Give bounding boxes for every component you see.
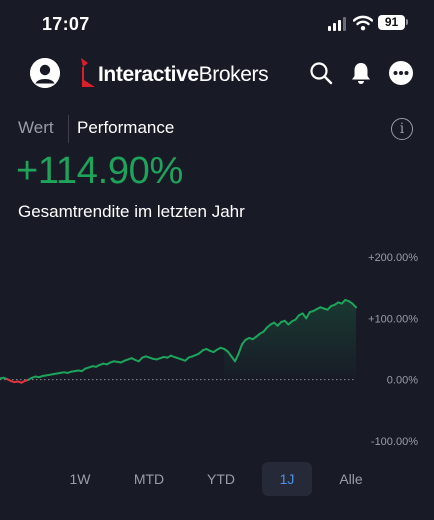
logo-bold-text: Interactive xyxy=(98,63,199,86)
performance-line-segment xyxy=(237,343,244,355)
notifications-bell-icon[interactable] xyxy=(348,60,374,86)
ib-logo-mark-icon xyxy=(81,58,95,87)
time-range-selector: 1W MTD YTD 1J Alle xyxy=(0,462,434,496)
logo-wordmark: InteractiveBrokers xyxy=(98,63,269,87)
total-return-value: +114.90% xyxy=(16,150,183,192)
info-icon[interactable]: i xyxy=(391,118,413,140)
range-button-1w[interactable]: 1W xyxy=(69,471,91,487)
tab-performance[interactable]: Performance xyxy=(77,118,175,137)
range-button-ytd[interactable]: YTD xyxy=(207,471,235,487)
app-header: InteractiveBrokers xyxy=(0,52,434,98)
performance-area-fill xyxy=(224,299,356,380)
tab-wert[interactable]: Wert xyxy=(18,118,54,137)
logo-regular-text: Brokers xyxy=(198,63,269,86)
range-button-mtd[interactable]: MTD xyxy=(133,471,165,487)
battery-tip xyxy=(406,19,408,25)
performance-line-segment xyxy=(351,302,357,309)
performance-line-chart: +200.00% +100.00% 0.00% -100.00% xyxy=(0,252,418,448)
wifi-icon xyxy=(353,15,373,31)
y-tick-label: 0.00% xyxy=(387,375,418,387)
cellular-signal-icon xyxy=(328,17,346,31)
range-button-alle[interactable]: Alle xyxy=(339,471,363,487)
tab-divider xyxy=(68,115,69,143)
y-tick-label: -100.00% xyxy=(371,436,418,448)
range-button-1j[interactable]: 1J xyxy=(262,462,312,496)
performance-line-segment xyxy=(226,350,233,358)
y-tick-label: +100.00% xyxy=(368,313,418,325)
more-options-icon[interactable] xyxy=(389,61,413,85)
status-time: 17:07 xyxy=(42,14,90,34)
search-icon[interactable] xyxy=(308,60,334,86)
profile-avatar-icon[interactable] xyxy=(30,58,60,88)
performance-line-segment xyxy=(234,352,240,363)
status-bar: 17:07 91 xyxy=(0,0,434,50)
performance-line-segment xyxy=(305,311,311,320)
battery-icon: 91 xyxy=(378,15,405,30)
total-return-caption: Gesamtrendite im letzten Jahr xyxy=(18,202,245,221)
y-tick-label: +200.00% xyxy=(368,252,418,264)
